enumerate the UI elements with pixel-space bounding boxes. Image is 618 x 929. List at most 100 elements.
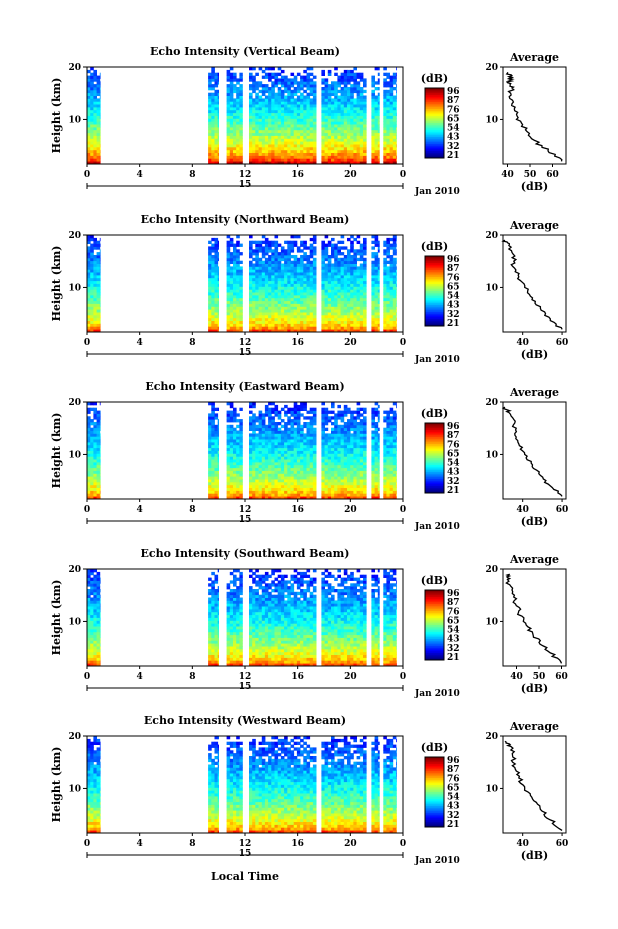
heatmap-cell [96, 104, 101, 108]
heatmap-cell [312, 260, 317, 264]
heatmap-cell [236, 481, 240, 486]
heatmap-cell [306, 115, 311, 119]
heatmap-cell [363, 292, 367, 296]
heatmap-cell [280, 269, 285, 273]
colorbar-tick-label: 21 [447, 151, 460, 161]
colorbar-step [425, 317, 444, 320]
heatmap-cell [249, 292, 253, 296]
heatmap-cell [280, 109, 285, 114]
heatmap-cell [377, 329, 380, 333]
heatmap-cell [287, 317, 291, 321]
heatmap-cell [264, 317, 269, 321]
heatmap-cell [217, 155, 219, 159]
heatmap-cell [208, 274, 212, 279]
heatmap-cell [214, 141, 219, 145]
heatmap-cell [252, 303, 256, 307]
heatmap-cell [340, 155, 345, 159]
heatmap-cell [252, 277, 256, 282]
heatmap-cell [280, 92, 285, 96]
heatmap-cell [296, 464, 301, 469]
heatmap-cell [334, 430, 338, 434]
heatmap-cell [284, 87, 288, 91]
heatmap-cell [249, 441, 253, 446]
heatmap-cell [337, 266, 341, 270]
heatmap-cell [359, 104, 364, 108]
heatmap-cell [347, 476, 351, 480]
heatmap-cell [277, 447, 282, 451]
heatmap-cell [356, 75, 361, 79]
heatmap-cell [252, 98, 256, 102]
heatmap-cell [300, 484, 304, 488]
heatmap-cell [309, 84, 314, 88]
heatmap-cell [226, 410, 231, 414]
heatmap-cell [296, 453, 301, 457]
heatmap-cell [208, 300, 212, 304]
heatmap-cell [383, 104, 387, 108]
colorbar-step [425, 277, 444, 280]
heatmap-cell [233, 115, 237, 119]
heatmap-cell [284, 274, 288, 279]
heatmap-cell [347, 309, 351, 313]
colorbar-step [425, 263, 444, 266]
heatmap-cell [99, 490, 101, 494]
heatmap-cell [347, 297, 351, 302]
heatmap-cell [300, 274, 304, 279]
heatmap-cell [389, 277, 394, 282]
heatmap-cell [236, 152, 240, 156]
heatmap-cell [271, 152, 275, 156]
heatmap-cell [255, 257, 259, 262]
heatmap-cell [337, 467, 341, 471]
heatmap-cell [371, 283, 375, 287]
heatmap-cell [268, 473, 272, 477]
y-axis-label: Height (km) [50, 246, 63, 322]
heatmap-cell [296, 490, 301, 494]
heatmap-cell [363, 89, 367, 94]
heatmap-cell [229, 277, 234, 282]
heatmap-cell [261, 444, 266, 449]
heatmap-cell [340, 280, 345, 284]
heatmap-cell [217, 89, 219, 94]
heatmap-cell [211, 283, 215, 287]
heatmap-cell [300, 135, 304, 139]
colorbar-tick-label: 54 [447, 124, 460, 134]
heatmap-cell [255, 464, 259, 469]
heatmap-cell [287, 257, 291, 262]
heatmap-cell [226, 487, 231, 491]
heatmap-cell [287, 309, 291, 313]
heatmap-cell [287, 292, 291, 296]
heatmap-cell [296, 493, 301, 497]
heatmap-cell [93, 101, 97, 105]
heatmap-cell [324, 149, 329, 153]
heatmap-cell [371, 266, 375, 270]
heatmap-cell [287, 243, 291, 247]
heatmap-cell [211, 255, 215, 259]
heatmap-cell [296, 326, 301, 330]
heatmap-cell [96, 422, 101, 426]
heatmap-cell [229, 237, 234, 242]
heatmap-cell [268, 323, 272, 327]
heatmap-cell [353, 266, 357, 270]
heatmap-cell [214, 81, 219, 85]
heatmap-cell [306, 479, 311, 483]
heatmap-cell [347, 496, 351, 500]
heatmap-cell [264, 424, 269, 429]
heatmap-cell [321, 441, 325, 446]
heatmap-cell [258, 272, 263, 276]
heatmap-cell [350, 292, 354, 296]
heatmap-cell [359, 280, 364, 284]
heatmap-cell [383, 152, 387, 156]
heatmap-cell [274, 309, 279, 313]
heatmap-cell [264, 237, 269, 242]
heatmap-cell [359, 141, 364, 145]
heatmap-cell [327, 470, 332, 474]
heatmap-cell [300, 260, 304, 264]
heatmap-cell [312, 289, 317, 293]
heatmap-cell [211, 481, 215, 486]
heatmap-cell [236, 249, 240, 253]
heatmap-cell [321, 280, 325, 284]
heatmap-cell [271, 249, 275, 253]
heatmap-cell [208, 249, 212, 253]
heatmap-cell [356, 277, 361, 282]
heatmap-cell [324, 115, 329, 119]
heatmap-cell [252, 101, 256, 105]
